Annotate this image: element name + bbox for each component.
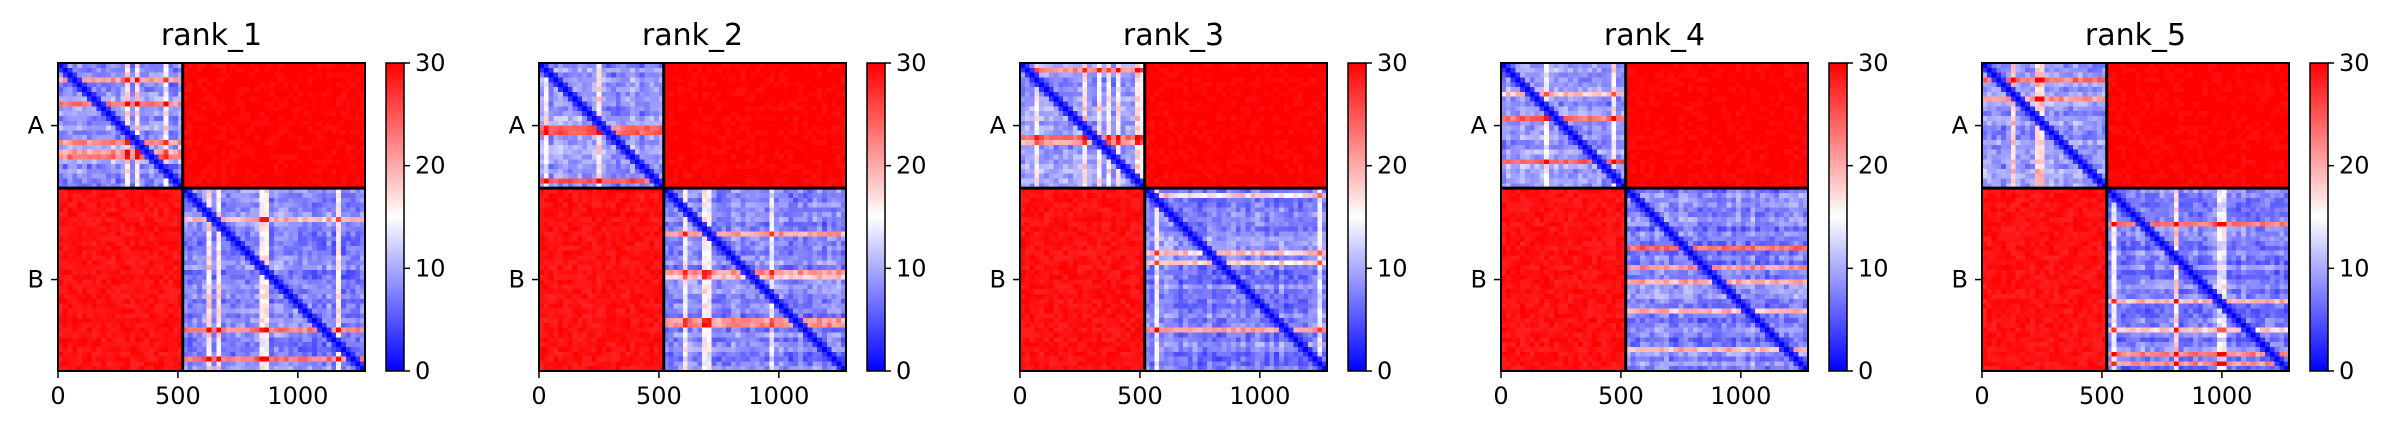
- colorbar-tick-label: 10: [2339, 254, 2370, 282]
- colorbar-tick-label: 30: [1858, 49, 1889, 77]
- colorbar-tick-label: 0: [1858, 357, 1873, 385]
- axes-frame: [57, 62, 366, 372]
- colorbar-tick-label: 20: [896, 152, 927, 180]
- axes-frame: [1019, 62, 1328, 372]
- x-tick-label: 500: [1117, 382, 1163, 410]
- y-tick-label: A: [1952, 112, 1969, 140]
- heatmap-image: [58, 63, 365, 371]
- x-tick-label: 1000: [1229, 382, 1290, 410]
- x-tick-label: 0: [1974, 382, 1989, 410]
- x-tick-label: 500: [636, 382, 682, 410]
- axes-frame: [1500, 62, 1809, 372]
- panel-rank_2: rank_2 0 500 1000 A B 0 10 20 30: [509, 18, 927, 410]
- colorbar-tick-label: 30: [415, 49, 446, 77]
- colorbar-tick-label: 20: [2339, 152, 2370, 180]
- panel-title: rank_2: [642, 18, 743, 53]
- y-tick-label: B: [1471, 266, 1487, 294]
- y-tick-label: A: [1471, 112, 1488, 140]
- x-tick-label: 1000: [2191, 382, 2252, 410]
- x-tick-label: 0: [531, 382, 546, 410]
- panel-title: rank_5: [2085, 18, 2186, 53]
- y-tick-label: A: [509, 112, 526, 140]
- colorbar-tick-label: 0: [896, 357, 911, 385]
- colorbar: [2309, 62, 2329, 372]
- y-tick-label: B: [1952, 266, 1968, 294]
- y-tick-label: A: [990, 112, 1007, 140]
- colorbar: [385, 62, 405, 372]
- x-tick-label: 500: [2079, 382, 2125, 410]
- colorbar-tick-label: 20: [415, 152, 446, 180]
- x-tick-label: 500: [155, 382, 201, 410]
- x-tick-label: 0: [1493, 382, 1508, 410]
- colorbar: [866, 62, 886, 372]
- colorbar-tick-label: 0: [415, 357, 430, 385]
- x-tick-label: 500: [1598, 382, 1644, 410]
- y-tick-label: B: [990, 266, 1006, 294]
- x-tick-label: 0: [1012, 382, 1027, 410]
- colorbar-tick-label: 10: [1377, 254, 1408, 282]
- colorbar: [1347, 62, 1367, 372]
- panel-title: rank_3: [1123, 18, 1224, 53]
- colorbar: [1828, 62, 1848, 372]
- panel-rank_4: rank_4 0 500 1000 A B 0 10 20 30: [1471, 18, 1889, 410]
- panel-title: rank_1: [161, 18, 262, 53]
- panel-title: rank_4: [1604, 18, 1705, 53]
- colorbar-tick-label: 0: [2339, 357, 2354, 385]
- y-tick-label: B: [509, 266, 525, 294]
- colorbar-tick-label: 10: [415, 254, 446, 282]
- x-tick-label: 1000: [1710, 382, 1771, 410]
- axes-frame: [538, 62, 847, 372]
- colorbar-tick-label: 30: [1377, 49, 1408, 77]
- x-tick-label: 1000: [748, 382, 809, 410]
- colorbar-tick-label: 0: [1377, 357, 1392, 385]
- panel-rank_1: rank_1 0 500 1000 A B 0 10 20 30: [28, 18, 446, 410]
- y-tick-label: A: [28, 112, 45, 140]
- colorbar-tick-label: 30: [896, 49, 927, 77]
- heatmap-image: [1982, 63, 2289, 371]
- colorbar-tick-label: 20: [1377, 152, 1408, 180]
- y-tick-label: B: [28, 266, 44, 294]
- panel-rank_5: rank_5 0 500 1000 A B 0 10 20 30: [1952, 18, 2370, 410]
- heatmap-image: [539, 63, 846, 371]
- colorbar-tick-label: 30: [2339, 49, 2370, 77]
- colorbar-tick-label: 10: [896, 254, 927, 282]
- colorbar-tick-label: 20: [1858, 152, 1889, 180]
- x-tick-label: 1000: [267, 382, 328, 410]
- colorbar-tick-label: 10: [1858, 254, 1889, 282]
- axes-frame: [1981, 62, 2290, 372]
- heatmap-image: [1020, 63, 1327, 371]
- x-tick-label: 0: [50, 382, 65, 410]
- heatmap-image: [1501, 63, 1808, 371]
- panel-rank_3: rank_3 0 500 1000 A B 0 10 20 30: [990, 18, 1408, 410]
